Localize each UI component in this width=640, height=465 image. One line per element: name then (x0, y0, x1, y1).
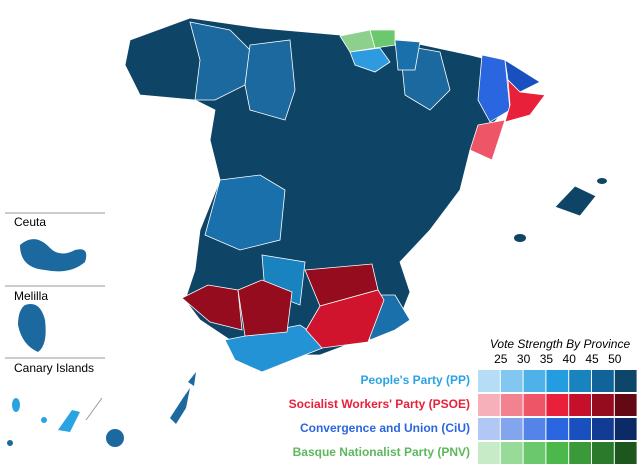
inset-label: Melilla (14, 289, 48, 303)
scale-label: 40 (563, 352, 577, 366)
insets: Ceuta Melilla Canary Islands (5, 212, 196, 447)
swatch (614, 394, 637, 416)
swatch (500, 370, 523, 392)
legend: Vote Strength By Province 25 30 35 40 45 50 Pe… (289, 337, 637, 464)
swatch (523, 442, 546, 464)
province (237, 279, 293, 337)
island (597, 178, 607, 184)
swatch (523, 418, 546, 440)
swatch (592, 442, 614, 464)
swatch (478, 370, 500, 392)
province (189, 21, 251, 101)
legend-title: Vote Strength By Province (490, 337, 631, 351)
swatch (478, 394, 500, 416)
swatch (592, 370, 614, 392)
swatch (614, 370, 637, 392)
island (12, 398, 20, 412)
swatch (592, 418, 614, 440)
swatch (546, 394, 569, 416)
island (170, 388, 190, 424)
province (504, 78, 546, 123)
province (244, 39, 296, 121)
province (349, 47, 391, 73)
swatch (478, 418, 500, 440)
inset-divider (85, 397, 103, 421)
island (58, 410, 80, 432)
province (394, 39, 421, 71)
swatch (478, 442, 500, 464)
melilla (18, 304, 46, 352)
swatch (546, 442, 569, 464)
swatch (546, 418, 569, 440)
party-name: People's Party (PP) (360, 373, 470, 387)
province (204, 174, 286, 251)
scale-label: 50 (608, 352, 622, 366)
ceuta (20, 239, 87, 272)
province (369, 29, 396, 49)
swatch (523, 370, 546, 392)
province (477, 54, 511, 123)
island (188, 372, 196, 386)
province (181, 284, 243, 331)
island (7, 440, 13, 446)
swatch (569, 418, 591, 440)
spain-map (124, 17, 607, 373)
swatch (500, 418, 523, 440)
inset-label: Canary Islands (14, 361, 94, 375)
swatch (500, 442, 523, 464)
party-name: Basque Nationalist Party (PNV) (293, 445, 470, 459)
swatch (614, 442, 637, 464)
island (41, 417, 47, 423)
swatch (523, 394, 546, 416)
swatch (546, 370, 569, 392)
scale-label: 25 (494, 352, 508, 366)
island (514, 234, 526, 242)
province (554, 185, 597, 217)
swatch (569, 370, 591, 392)
party-name: Convergence and Union (CiU) (300, 421, 470, 435)
scale-label: 30 (517, 352, 531, 366)
scale-label: 35 (540, 352, 554, 366)
swatch (614, 418, 637, 440)
province (305, 289, 385, 349)
scale-label: 45 (585, 352, 599, 366)
province (469, 119, 506, 161)
inset-label: Ceuta (14, 215, 46, 229)
island (106, 429, 124, 447)
swatch (500, 394, 523, 416)
swatch (592, 394, 614, 416)
swatch (569, 394, 591, 416)
party-name: Socialist Workers' Party (PSOE) (289, 397, 470, 411)
swatch (569, 442, 591, 464)
